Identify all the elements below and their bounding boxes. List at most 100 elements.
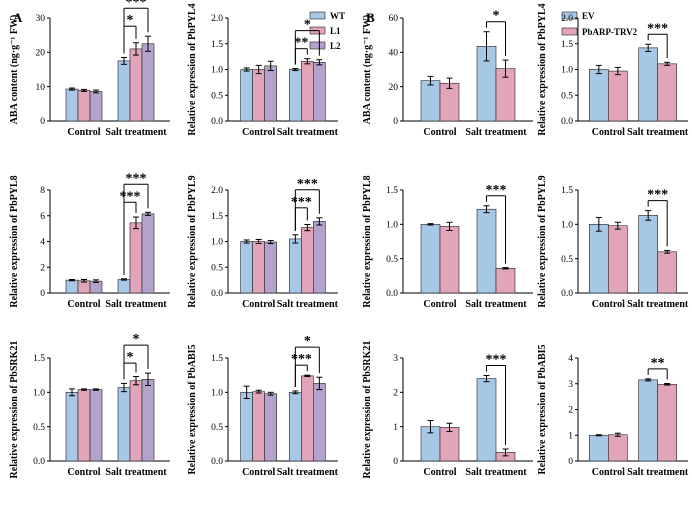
y-tick-label: 10 [36, 83, 46, 93]
legend-label-pbarp: PbARP-TRV2 [582, 27, 638, 37]
x-category-label: Salt treatment [105, 467, 167, 478]
y-axis-label: Relative expression of PbPYL4 [187, 3, 198, 135]
bar [420, 80, 441, 122]
bar [589, 69, 609, 122]
x-category-label: Control [592, 299, 625, 310]
bar [252, 391, 265, 462]
chart-panel-6: 0.0 0.5 1.0 1.5 2.0 Relative expression of Pb… [187, 175, 339, 310]
legend-label-ev: EV [582, 11, 595, 21]
y-tick-label: 2 [568, 406, 573, 416]
chart-panel-11: 0 1 2 3 Relative expression of PbSRK21 Contro… [362, 341, 533, 479]
significance-stars: ** [651, 356, 665, 371]
bar [289, 69, 302, 122]
y-tick-label: 1.5 [211, 40, 223, 50]
bar [313, 61, 326, 122]
y-axis-label: ABA content (ng·g⁻¹ FW) [9, 15, 20, 125]
y-axis-label: Relative expression of PbSRK21 [9, 341, 20, 479]
significance-stars: *** [486, 183, 507, 198]
significance-stars: *** [291, 195, 312, 210]
y-tick-label: 0 [393, 117, 398, 127]
y-tick-label: 60 [389, 14, 399, 24]
bar [439, 427, 460, 462]
legend-label-wt: WT [330, 11, 345, 21]
bar [141, 213, 155, 294]
x-category-label: Salt treatment [277, 299, 339, 310]
y-tick-label: 0.5 [386, 255, 398, 265]
bar [495, 267, 516, 294]
x-category-label: Salt treatment [627, 299, 689, 310]
y-tick-label: 4 [568, 354, 573, 364]
y-tick-label: 2 [393, 389, 398, 399]
significance-stars: * [304, 334, 311, 349]
x-category-label: Salt treatment [465, 127, 527, 138]
x-category-label: Salt treatment [465, 299, 527, 310]
y-tick-label: 0 [40, 117, 45, 127]
legend-swatch-pbarp [561, 27, 578, 36]
significance-stars: * [133, 332, 140, 347]
x-category-label: Salt treatment [627, 467, 689, 478]
bar [252, 241, 265, 294]
bar [313, 383, 326, 462]
x-category-label: Salt treatment [465, 467, 527, 478]
significance-stars: *** [486, 353, 507, 368]
y-tick-label: 0.5 [561, 91, 573, 101]
y-tick-label: 3 [568, 380, 573, 390]
y-axis-label: Relative expression of PbPYL8 [9, 175, 20, 307]
bar [608, 434, 628, 462]
x-category-label: Salt treatment [277, 127, 339, 138]
y-axis-label: Relative expression of PbPYL9 [537, 175, 548, 307]
bar [264, 393, 277, 462]
bar [608, 70, 628, 122]
y-tick-label: 0.0 [561, 117, 573, 127]
y-axis-label: Relative expression of PbPYL9 [187, 175, 198, 307]
bar [476, 208, 497, 294]
bar [117, 60, 131, 122]
x-category-label: Control [67, 127, 100, 138]
significance-stars: *** [647, 21, 668, 36]
y-axis-label: Relative expression of PbSRK21 [362, 341, 373, 479]
y-tick-label: 6 [40, 212, 45, 222]
chart-panel-10: 0.0 0.5 1.0 1.5 Relative expression of PbABI… [187, 334, 339, 478]
bar [77, 389, 91, 462]
bar [77, 280, 91, 294]
legend-label-l2: L2 [330, 41, 341, 51]
panel-label-b: B [366, 10, 375, 25]
bar [240, 392, 253, 462]
significance-stars: * [493, 9, 500, 24]
significance-stars: *** [647, 188, 668, 203]
bar [638, 47, 658, 122]
significance-stars: ** [294, 36, 308, 51]
chart-panel-1: 0 10 20 30 ABA content (ng·g⁻¹ FW) Control Sal… [9, 0, 170, 138]
legend-swatch-ev [561, 11, 578, 20]
x-category-label: Salt treatment [627, 127, 689, 138]
y-tick-label: 2.0 [211, 14, 223, 24]
legend-swatch-l2 [309, 41, 326, 50]
bar [301, 375, 314, 462]
y-tick-label: 2 [40, 263, 45, 273]
chart-panel-9: 0.0 0.5 1.0 1.5 Relative expression of PbSRK… [9, 332, 170, 478]
significance-stars: * [304, 18, 311, 33]
chart-panel-8: 0.0 0.5 1.0 1.5 Relative expression of PbPYL… [537, 175, 689, 310]
significance-stars: *** [126, 171, 147, 186]
bar [657, 63, 677, 122]
bar [264, 241, 277, 294]
x-category-label: Control [423, 467, 456, 478]
x-category-label: Control [67, 467, 100, 478]
bar [589, 224, 609, 294]
y-axis-label: Relative expression of PbABI5 [537, 344, 548, 474]
panel-label-a: A [13, 10, 23, 25]
chart-panel-12: 0 1 2 3 4 Relative expression of PbABI5 Contro… [537, 344, 689, 478]
y-tick-label: 0.0 [211, 289, 223, 299]
x-category-label: Control [242, 299, 275, 310]
legend-b: EV PbARP-TRV2 [561, 11, 638, 37]
chart-panel-2: 0.0 0.5 1.0 1.5 2.0 Relative expression of Pb… [187, 3, 339, 138]
bar [129, 222, 143, 294]
y-tick-label: 0.5 [211, 423, 223, 433]
y-tick-label: 8 [40, 186, 45, 196]
y-tick-label: 1.0 [33, 389, 45, 399]
bar [117, 279, 131, 294]
bar [240, 69, 253, 122]
y-axis-label: ABA content (ng·g⁻¹ FW) [362, 15, 373, 125]
y-tick-label: 1.5 [561, 186, 573, 196]
